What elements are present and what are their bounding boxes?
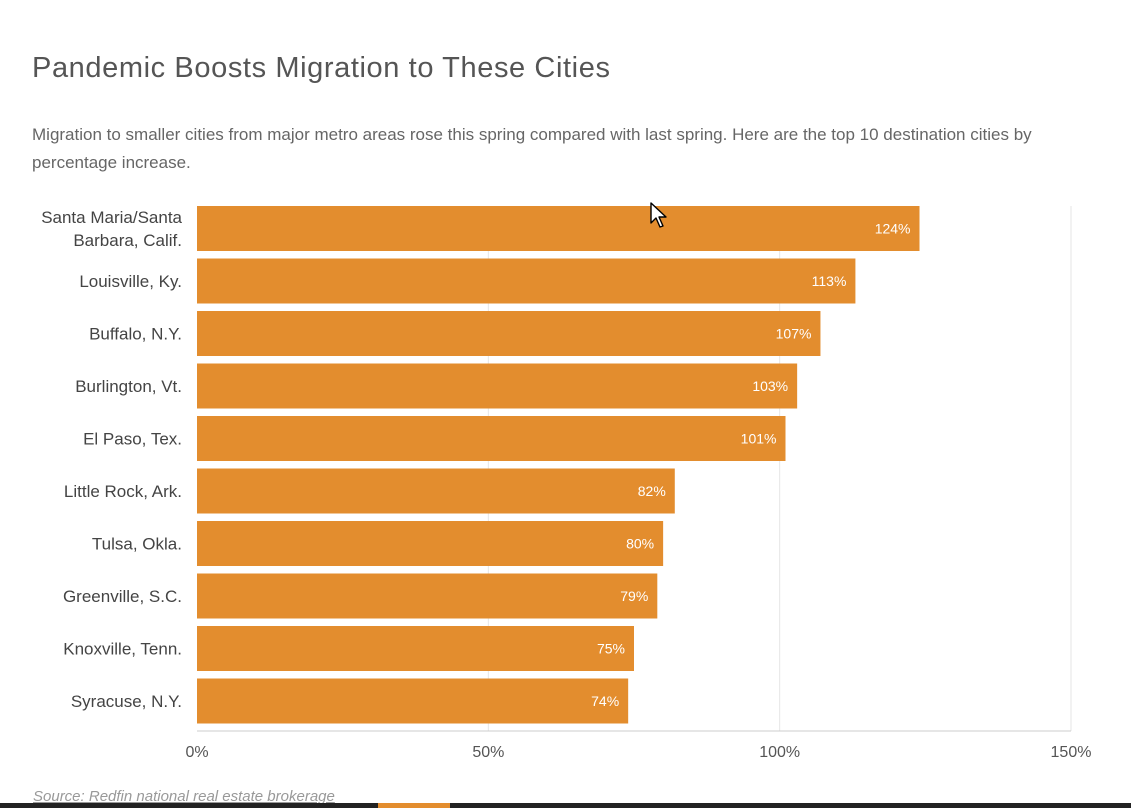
bar <box>197 311 821 356</box>
x-tick-label: 0% <box>185 744 208 761</box>
bar-chart: 124% Santa Maria/Santa Barbara, Calif. 113%… <box>41 206 1092 761</box>
bar-value-label: 82% <box>638 483 666 499</box>
bar <box>197 573 658 619</box>
bar <box>197 416 786 461</box>
bar <box>197 206 920 251</box>
category-label: Tulsa, Okla. <box>92 535 182 554</box>
bar-value-label: 124% <box>875 221 911 237</box>
x-tick-label: 150% <box>1051 744 1092 761</box>
chart-title: Pandemic Boosts Migration to These Citie… <box>32 52 611 84</box>
bar-value-label: 107% <box>776 326 812 342</box>
category-label: Santa Maria/Santa Barbara, Calif. <box>41 208 182 250</box>
bar <box>197 363 798 409</box>
bar <box>197 468 675 514</box>
category-label: Burlington, Vt. <box>75 377 182 396</box>
category-label: El Paso, Tex. <box>83 430 182 449</box>
bottom-bar <box>0 803 1131 808</box>
bar <box>197 678 629 724</box>
bar-value-label: 101% <box>741 431 777 447</box>
category-label: Knoxville, Tenn. <box>63 640 182 659</box>
x-tick-label: 50% <box>472 744 504 761</box>
bar-value-label: 75% <box>597 641 625 657</box>
bar-value-label: 103% <box>752 378 788 394</box>
x-tick-label: 100% <box>759 744 800 761</box>
bar-value-label: 74% <box>591 693 619 709</box>
category-label: Louisville, Ky. <box>79 272 182 291</box>
bar-value-label: 80% <box>626 536 654 552</box>
bar-value-label: 79% <box>620 588 648 604</box>
category-label: Greenville, S.C. <box>63 587 182 606</box>
source-note[interactable]: Source: Redfin national real estate brok… <box>33 788 335 805</box>
bar-value-label: 113% <box>812 273 847 289</box>
category-label: Syracuse, N.Y. <box>71 692 182 711</box>
category-label: Little Rock, Ark. <box>64 482 182 501</box>
category-label: Buffalo, N.Y. <box>89 325 182 344</box>
chart-subtitle: Migration to smaller cities from major m… <box>32 125 1032 172</box>
bottom-bar-accent <box>378 803 450 808</box>
bar <box>197 258 856 304</box>
bar <box>197 521 664 566</box>
mouse-cursor-icon <box>650 202 667 228</box>
bar <box>197 626 634 671</box>
